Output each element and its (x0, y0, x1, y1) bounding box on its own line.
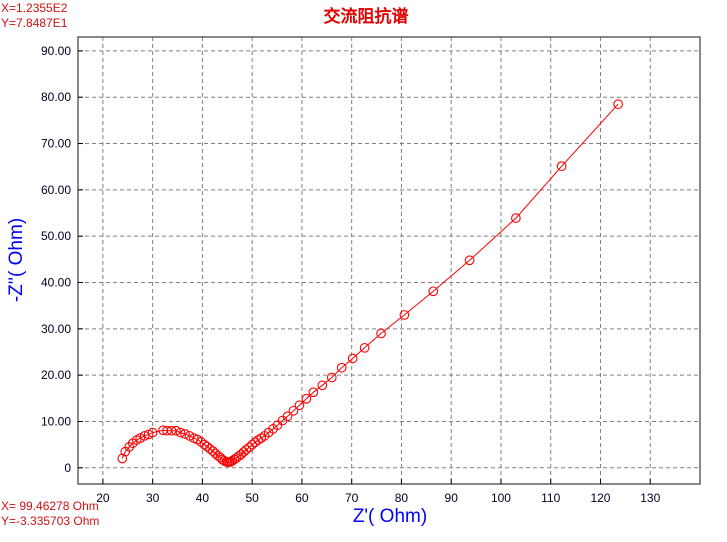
data-point (317, 380, 328, 391)
data-point (301, 393, 312, 404)
cursor-x-readout: X=1.2355E2 (1, 1, 68, 15)
data-point (336, 362, 347, 373)
x-tick-label: 130 (640, 491, 660, 505)
y-tick-label: 0 (64, 461, 71, 475)
y-tick-label: 60.00 (41, 183, 71, 197)
data-point (231, 453, 242, 463)
data-point (294, 400, 305, 411)
cursor-readout-top: X=1.2355E2 Y=7.8487E1 (1, 1, 67, 31)
data-point (175, 427, 186, 438)
x-tick-label: 110 (541, 491, 560, 505)
data-point (511, 213, 521, 223)
x-tick-label: 80 (395, 491, 409, 505)
y-tick-label: 20.00 (41, 368, 71, 382)
data-point (171, 425, 181, 436)
series-line (121, 103, 619, 463)
x-tick-label: 70 (345, 491, 359, 505)
y-tick-label: 90.00 (41, 44, 71, 58)
data-point (282, 411, 293, 422)
data-point (135, 433, 146, 443)
x-tick-label: 30 (146, 491, 160, 505)
x-tick-label: 100 (491, 491, 511, 505)
data-point (184, 430, 195, 441)
grid (78, 37, 700, 484)
data-point (244, 442, 255, 453)
data-point (347, 353, 358, 364)
data-point (613, 99, 623, 110)
data-point (326, 372, 337, 383)
y-axis-label: -Z''( Ohm) (6, 218, 27, 302)
x-tick-label: 40 (196, 491, 210, 505)
x-tick-label: 20 (96, 491, 110, 505)
data-point (202, 441, 212, 452)
data-point (399, 310, 410, 320)
pointer-y-readout: Y=-3.335703 Ohm (1, 514, 100, 528)
data-point (196, 436, 206, 447)
data-point (376, 328, 386, 339)
y-tick-label: 40.00 (41, 276, 71, 290)
cursor-y-readout: Y=7.8487E1 (1, 16, 68, 30)
x-axis-label: Z'( Ohm) (353, 506, 427, 527)
data-point (556, 161, 567, 172)
data-point (359, 342, 370, 353)
x-tick-label: 120 (590, 491, 610, 505)
y-tick-label: 30.00 (41, 322, 71, 336)
data-point (147, 427, 158, 438)
x-tick-label: 60 (295, 491, 309, 505)
data-point (166, 425, 177, 436)
pointer-x-readout: X= 99.46278 Ohm (1, 499, 99, 513)
chart-title: 交流阻抗谱 (324, 6, 409, 27)
y-tick-label: 70.00 (41, 137, 71, 151)
y-tick-label: 80.00 (41, 90, 71, 104)
y-tick-label: 50.00 (41, 229, 71, 243)
data-point (428, 286, 439, 297)
x-tick-label: 50 (245, 491, 259, 505)
data-point (464, 255, 475, 266)
series-markers (117, 99, 623, 468)
data-point (180, 429, 190, 439)
data-point (288, 405, 299, 416)
y-tick-label: 10.00 (41, 414, 71, 428)
axis-ticks: 20 30 40 50 60 70 80 90 100 110 120 130 0 10.00 20.00 3… (41, 44, 661, 505)
x-tick-label: 90 (445, 491, 459, 505)
data-point (241, 444, 252, 455)
data-point (308, 387, 319, 398)
cursor-readout-bottom: X= 99.46278 Ohm Y=-3.335703 Ohm (1, 499, 99, 529)
data-point (247, 439, 258, 450)
data-point (139, 430, 150, 441)
plot-frame (77, 36, 701, 485)
